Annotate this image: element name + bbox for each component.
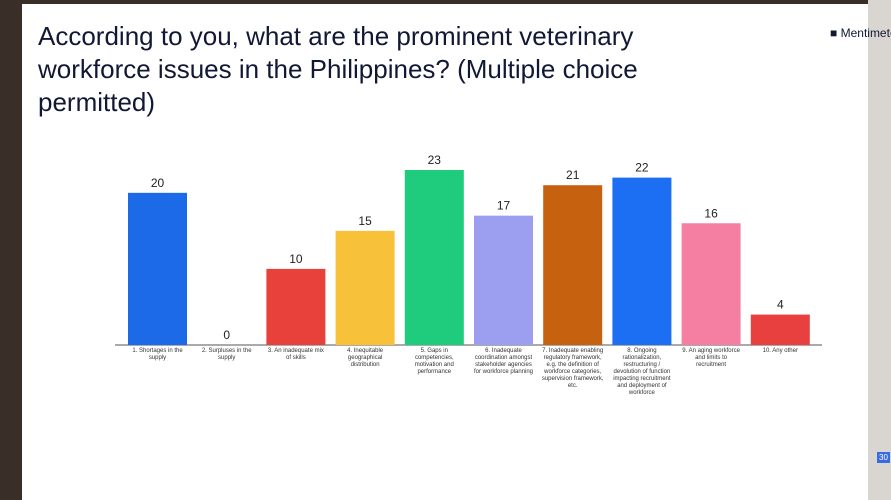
brand-logo: ■ Mentimeter <box>830 26 891 40</box>
chart-title: According to you, what are the prominent… <box>38 21 638 117</box>
x-tick-label: 3. An inadequate mix of skills <box>267 348 324 361</box>
x-tick-label: 2. Surpluses in the supply <box>201 348 252 361</box>
bar <box>266 268 326 345</box>
data-label: 15 <box>358 214 372 228</box>
x-tick-label: 10. Any other <box>762 348 798 354</box>
bar <box>404 170 464 345</box>
data-label: 4 <box>777 298 784 312</box>
x-tick-label: 7. Inadequate enabling regulatory framew… <box>541 348 604 389</box>
brand-name: Mentimeter <box>840 26 891 40</box>
background <box>868 0 891 500</box>
x-tick-label: 4. Inequitable geographical distribution <box>347 348 384 368</box>
data-label: 20 <box>151 176 165 190</box>
data-label: 23 <box>428 153 442 167</box>
x-tick-label: 9. An aging workforce and limits to recr… <box>682 348 740 368</box>
bar <box>543 185 603 345</box>
x-tick-label: 5. Gaps in competencies, motivation and … <box>414 348 454 375</box>
bar <box>474 215 533 345</box>
bar <box>612 177 672 345</box>
x-tick-label: 6. Inadequate coordination amongst stake… <box>473 348 534 375</box>
bar <box>128 192 187 345</box>
data-label: 16 <box>704 206 718 220</box>
data-label: 21 <box>566 168 580 182</box>
data-label: 10 <box>289 252 303 266</box>
bar <box>681 223 741 345</box>
data-label: 22 <box>635 161 649 175</box>
x-tick-label: 1. Shortages in the supply <box>132 348 183 361</box>
participant-count: 30 <box>877 452 890 463</box>
x-tick-label: 8. Ongoing rationalization, restructurin… <box>613 348 671 396</box>
bar <box>750 314 810 345</box>
data-label: 17 <box>497 199 511 213</box>
data-label: 0 <box>223 328 230 342</box>
bar <box>335 230 395 345</box>
